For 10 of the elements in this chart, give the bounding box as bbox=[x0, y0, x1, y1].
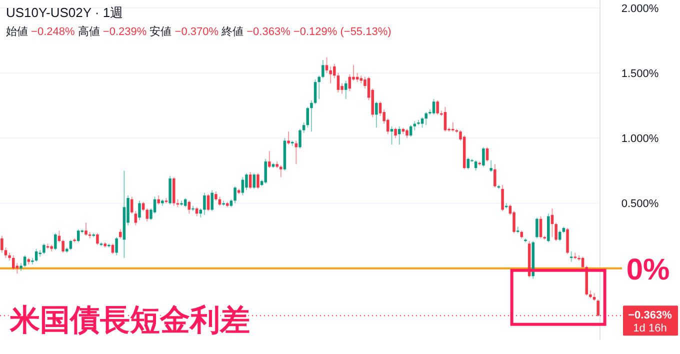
y-tick-label: 0.500% bbox=[621, 198, 659, 210]
chart-title: US10Y-US02Y · 1週 bbox=[6, 5, 124, 20]
y-tick-label: 2.000% bbox=[621, 2, 659, 15]
y-tick-label: 1.000% bbox=[621, 133, 659, 146]
y-tick-label: 1.500% bbox=[621, 68, 659, 80]
text: 0% bbox=[626, 253, 670, 286]
text: 1d 16h bbox=[633, 322, 667, 335]
ref-line-label: −0.363% bbox=[628, 310, 672, 322]
text: 始値 −0.248% 高値 −0.239% 安値 −0.370% 終値 −0.363% −0.129% (−55.13%) bbox=[6, 26, 392, 38]
annotation: 米国債長短金利差 bbox=[9, 304, 250, 337]
